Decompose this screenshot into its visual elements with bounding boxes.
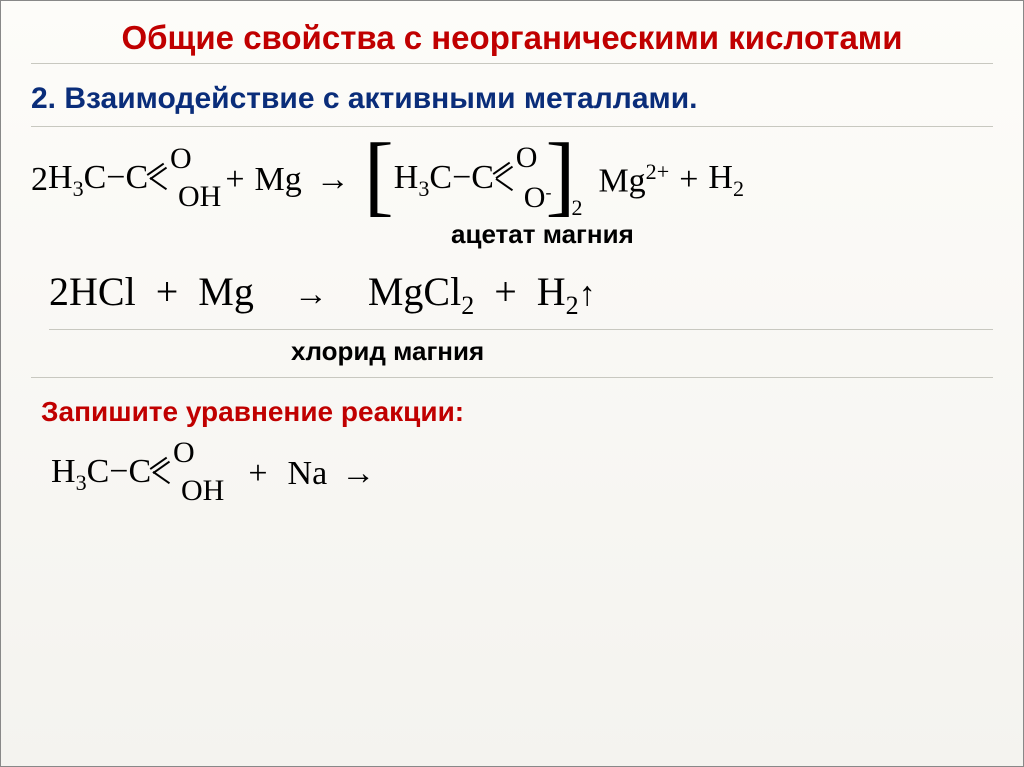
equation-2: 2HCl + Mg → MgCl2 + H2↑: [49, 268, 993, 330]
eq1p-bottom-o: ─O-: [498, 175, 546, 207]
eq2-plus1: +: [156, 269, 179, 314]
eq1-h: H: [48, 159, 73, 196]
eq1-mgp: Mg: [598, 163, 645, 200]
eq3-r1-left: H3C−C: [51, 453, 151, 496]
eq1-arrow: →: [316, 161, 350, 199]
eq1p-ominus: O: [524, 181, 546, 214]
eq2-h2: H2: [537, 269, 579, 314]
eq1p-h: H: [394, 159, 419, 196]
eq1p-dash: −: [452, 159, 471, 196]
eq3-bottom-oh: ─OH: [155, 470, 218, 500]
eq1-h2: H2: [708, 159, 744, 202]
eq1-bottom-oh: ─OH: [152, 176, 215, 206]
subtitle-text: Взаимодействие с активными металлами.: [64, 82, 697, 115]
equation-1: 2 H3C−C ═O ─OH + Mg → [ H3C−C ═O ─O- ]2 …: [31, 149, 993, 211]
eq1-oh: OH: [178, 180, 221, 213]
eq1-product1: H3C−C ═O ─O-: [394, 149, 546, 211]
eq1-mgcharge: 2+: [646, 159, 670, 184]
eq1-mg2: Mg2+: [598, 159, 669, 200]
eq2-uparrow: ↑: [579, 276, 596, 313]
eq1-reactant1: H3C−C ═O ─OH: [48, 150, 215, 210]
subtitle-number: 2.: [31, 82, 64, 115]
eq1-coeff: 2: [31, 161, 48, 199]
eq2-hsub: 2: [566, 291, 579, 320]
slide-title: Общие свойства с неорганическими кислота…: [31, 19, 993, 64]
eq2-mg: Mg: [198, 269, 254, 314]
eq1-r1-left: H3C−C: [48, 159, 148, 202]
eq1-c1: C: [84, 159, 107, 196]
eq1-h2sub: 2: [733, 175, 744, 200]
eq1-plus2: +: [679, 161, 698, 199]
eq1p-sub3: 3: [418, 175, 429, 200]
eq3-dash: −: [109, 453, 128, 490]
eq1-o: O: [170, 142, 192, 175]
eq1-bracket-sub: 2: [571, 195, 582, 221]
instruction-text: Запишите уравнение реакции:: [41, 396, 993, 428]
eq1-h2h: H: [708, 159, 733, 196]
eq3-sub3: 3: [76, 469, 87, 494]
eq1-sub3: 3: [73, 175, 84, 200]
eq1-mg: Mg: [255, 161, 302, 199]
eq1-p1-right: ═O ─O-: [498, 149, 546, 211]
eq1-dash: −: [106, 159, 125, 196]
equation-3: H3C−C ═O ─OH + Na →: [51, 444, 993, 504]
eq3-c1: C: [87, 453, 110, 490]
eq3-o: O: [173, 436, 195, 469]
eq1-plus1: +: [225, 161, 244, 199]
eq3-r1-right: ═O ─OH: [155, 444, 218, 504]
slide-page: Общие свойства с неорганическими кислота…: [0, 0, 1024, 767]
eq1p-o: O: [516, 141, 538, 174]
eq1-r1-right: ═O ─OH: [152, 150, 215, 210]
eq2-plus2: +: [494, 269, 517, 314]
eq3-h: H: [51, 453, 76, 490]
eq2-h: H: [537, 269, 566, 314]
label-chloride: хлорид магния: [31, 336, 993, 378]
eq2-mgcl2: MgCl2: [368, 269, 474, 314]
eq3-plus: +: [248, 455, 267, 493]
eq2-coeff: 2: [49, 269, 69, 314]
label-acetate: ацетат магния: [31, 219, 993, 250]
eq2-mgcl: MgCl: [368, 269, 461, 314]
eq2-mgclsub: 2: [461, 291, 474, 320]
eq3-arrow: →: [341, 455, 375, 493]
eq2-hcl: HCl: [69, 269, 136, 314]
eq3-oh: OH: [181, 474, 224, 507]
eq1p-c1: C: [429, 159, 452, 196]
eq3-reactant1: H3C−C ═O ─OH: [51, 444, 218, 504]
eq3-na: Na: [288, 455, 328, 493]
eq1-p1-left: H3C−C: [394, 159, 494, 202]
slide-subtitle: 2. Взаимодействие с активными металлами.: [31, 82, 993, 127]
eq2-arrow: →: [294, 276, 328, 313]
